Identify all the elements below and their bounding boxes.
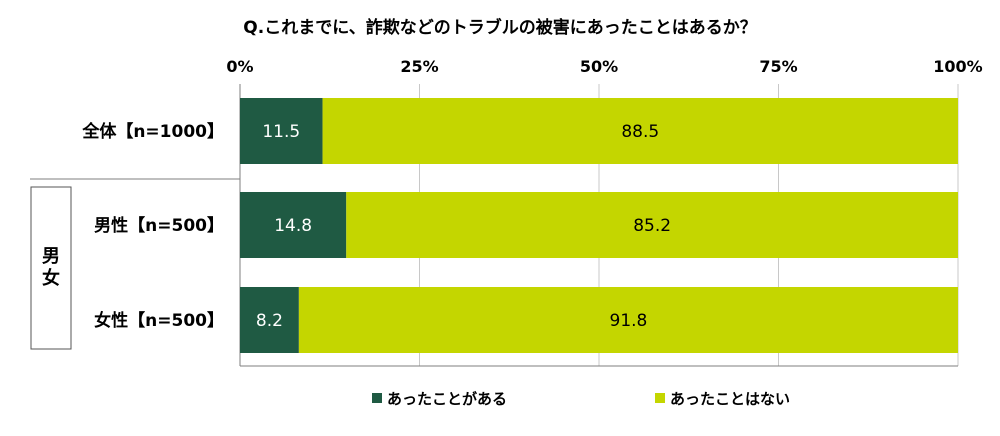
data-label: 8.2 xyxy=(256,311,283,331)
bar-segment xyxy=(322,98,958,164)
legend-swatch xyxy=(372,393,382,403)
category-label: 女性【n=500】 xyxy=(94,310,224,331)
legend-swatch xyxy=(655,393,665,403)
x-tick-label: 75% xyxy=(759,57,797,76)
chart-title: Q.これまでに、詐欺などのトラブルの被害にあったことはあるか？ xyxy=(243,17,756,38)
bars: 11.5 88.5 14.8 85.2 8.2 91.8 xyxy=(240,98,959,353)
legend-label: あったことがある xyxy=(387,390,507,408)
category-label: 全体【n=1000】 xyxy=(81,121,224,142)
data-label: 88.5 xyxy=(621,122,659,142)
x-tick-label: 50% xyxy=(580,57,618,76)
bar-segment xyxy=(298,287,959,353)
group-label-char: 女 xyxy=(42,267,60,289)
x-tick-label: 0% xyxy=(226,57,253,76)
x-axis-ticks: 0% 25% 50% 75% 100% xyxy=(226,57,982,76)
data-label: 85.2 xyxy=(633,216,671,236)
group-box: 男女 xyxy=(30,178,240,350)
data-label: 14.8 xyxy=(274,216,312,236)
category-label: 男性【n=500】 xyxy=(94,215,224,236)
data-label: 91.8 xyxy=(610,311,648,331)
data-label: 11.5 xyxy=(262,122,300,142)
category-labels: 全体【n=1000】男性【n=500】女性【n=500】 xyxy=(81,121,224,331)
bar-segment xyxy=(240,287,299,353)
bar-segment xyxy=(346,192,958,258)
group-label-char: 男 xyxy=(42,246,60,267)
x-tick-label: 25% xyxy=(400,57,438,76)
legend: あったことがある あったことはない xyxy=(372,390,790,408)
bar-segment xyxy=(240,192,347,258)
bar-segment xyxy=(240,98,323,164)
legend-label: あったことはない xyxy=(670,390,790,408)
group-box-frame xyxy=(30,186,72,350)
x-tick-label: 100% xyxy=(933,57,982,76)
